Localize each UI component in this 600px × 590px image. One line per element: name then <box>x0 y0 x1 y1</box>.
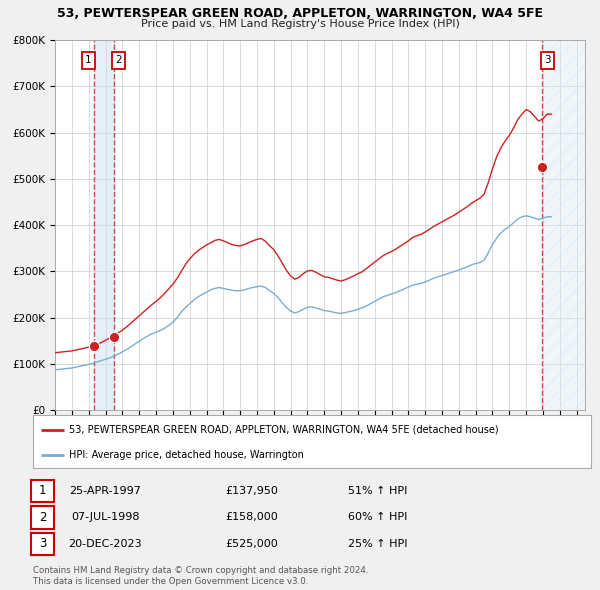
Text: 25% ↑ HPI: 25% ↑ HPI <box>348 539 408 549</box>
Text: £158,000: £158,000 <box>226 513 278 522</box>
Text: 51% ↑ HPI: 51% ↑ HPI <box>349 486 407 496</box>
Text: 25-APR-1997: 25-APR-1997 <box>69 486 141 496</box>
Text: 07-JUL-1998: 07-JUL-1998 <box>71 513 139 522</box>
Text: 53, PEWTERSPEAR GREEN ROAD, APPLETON, WARRINGTON, WA4 5FE (detached house): 53, PEWTERSPEAR GREEN ROAD, APPLETON, WA… <box>69 425 499 435</box>
Text: This data is licensed under the Open Government Licence v3.0.: This data is licensed under the Open Gov… <box>33 576 308 586</box>
Point <box>89 342 99 351</box>
Text: 3: 3 <box>544 55 551 65</box>
Text: 60% ↑ HPI: 60% ↑ HPI <box>349 513 407 522</box>
Text: Price paid vs. HM Land Registry's House Price Index (HPI): Price paid vs. HM Land Registry's House … <box>140 19 460 29</box>
Text: 2: 2 <box>115 55 122 65</box>
Text: 1: 1 <box>85 55 91 65</box>
Point <box>110 332 119 342</box>
Text: 20-DEC-2023: 20-DEC-2023 <box>68 539 142 549</box>
Bar <box>542 40 585 410</box>
Text: 2: 2 <box>39 511 46 524</box>
Point <box>538 163 547 172</box>
Text: £525,000: £525,000 <box>226 539 278 549</box>
Text: 3: 3 <box>39 537 46 550</box>
Text: HPI: Average price, detached house, Warrington: HPI: Average price, detached house, Warr… <box>69 450 304 460</box>
Text: 53, PEWTERSPEAR GREEN ROAD, APPLETON, WARRINGTON, WA4 5FE: 53, PEWTERSPEAR GREEN ROAD, APPLETON, WA… <box>57 7 543 20</box>
Text: Contains HM Land Registry data © Crown copyright and database right 2024.: Contains HM Land Registry data © Crown c… <box>33 566 368 575</box>
Bar <box>94 40 115 410</box>
Text: 1: 1 <box>39 484 46 497</box>
Text: £137,950: £137,950 <box>226 486 278 496</box>
